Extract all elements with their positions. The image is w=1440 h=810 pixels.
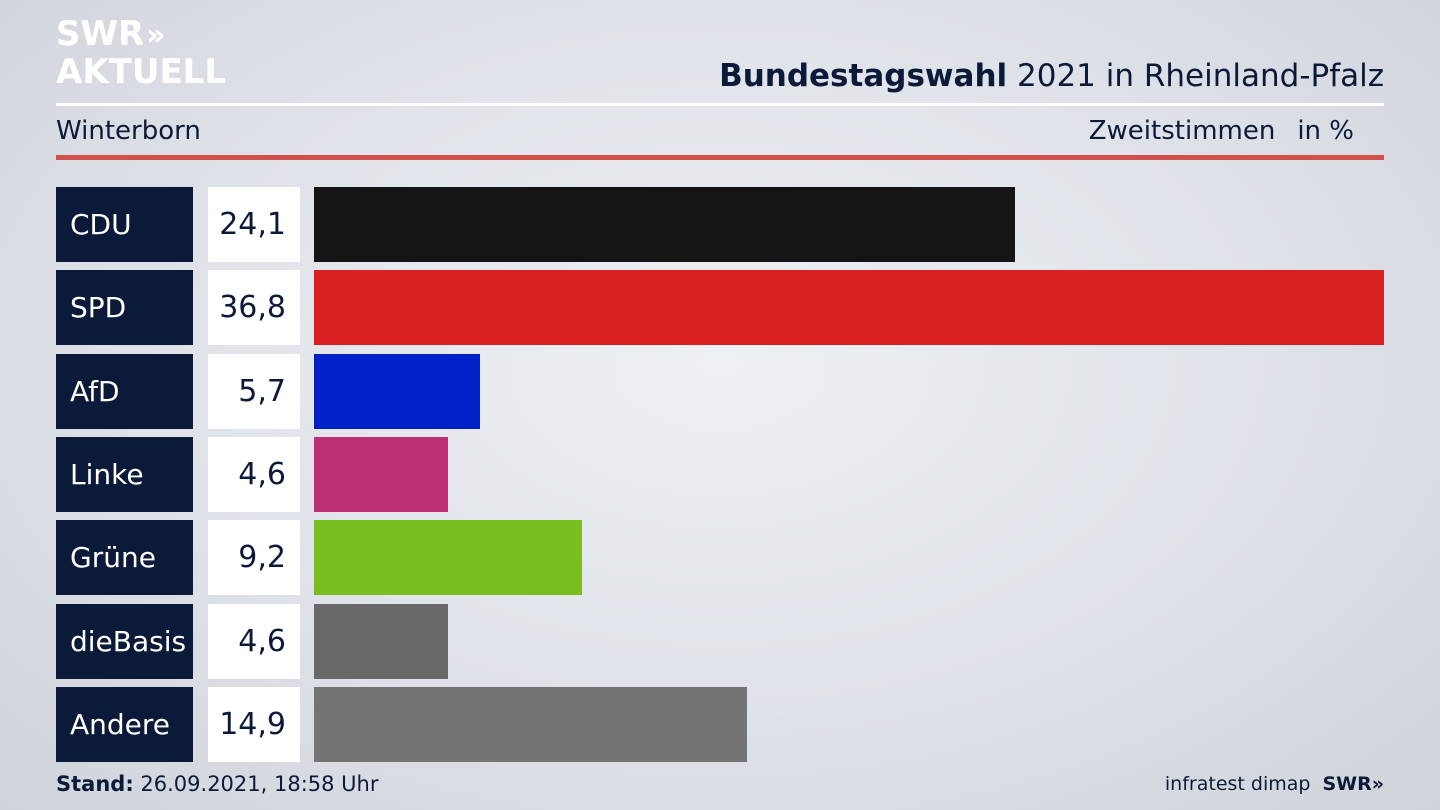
swr-aktuell-logo: SWR» AKTUELL [56,16,226,90]
bar-row: Andere 14,9 [0,687,1440,762]
accent-divider [56,155,1384,160]
bar-row: CDU 24,1 [0,187,1440,262]
title-bold: Bundestagswahl [719,58,1008,94]
stand-label: Stand: [56,772,134,796]
source-credit: infratest dimap SWR» [1165,773,1384,795]
bar [314,520,582,595]
party-label: Grüne [56,520,193,595]
source-label: infratest dimap [1164,773,1311,795]
party-label: AfD [56,354,193,429]
bar [314,437,448,512]
bar [314,604,448,679]
value-label: 9,2 [208,520,300,595]
value-label: 24,1 [208,187,300,262]
logo-line-aktuell: AKTUELL [56,52,227,92]
bar [314,187,1015,262]
stand-value: 26.09.2021, 18:58 Uhr [133,772,379,796]
header-divider [56,103,1384,106]
swr-brand-logo: SWR» [1322,773,1384,795]
party-label: dieBasis [56,604,193,679]
bar [314,354,480,429]
bar [314,270,1384,345]
value-label: 5,7 [208,354,300,429]
party-label: CDU [56,187,193,262]
place-name: Winterborn [56,116,201,146]
bar-row: Grüne 9,2 [0,520,1440,595]
bar-row: AfD 5,7 [0,354,1440,429]
party-label: Andere [56,687,193,762]
bar-row: Linke 4,6 [0,437,1440,512]
value-label: 4,6 [208,604,300,679]
logo-line-swr: SWR» [56,14,166,54]
unit-label: in % [1297,116,1354,146]
party-label: SPD [56,270,193,345]
bar-row: SPD 36,8 [0,270,1440,345]
party-label: Linke [56,437,193,512]
measure-label: Zweitstimmen [1088,116,1276,146]
chart-title: Bundestagswahl 2021 in Rheinland-Pfalz [719,58,1384,94]
bar-row: dieBasis 4,6 [0,604,1440,679]
bar [314,687,747,762]
measure-unit: Zweitstimmen in % [1089,116,1354,146]
title-rest: 2021 in Rheinland-Pfalz [1007,58,1384,94]
timestamp: Stand: 26.09.2021, 18:58 Uhr [56,772,379,796]
value-label: 36,8 [208,270,300,345]
value-label: 4,6 [208,437,300,512]
value-label: 14,9 [208,687,300,762]
